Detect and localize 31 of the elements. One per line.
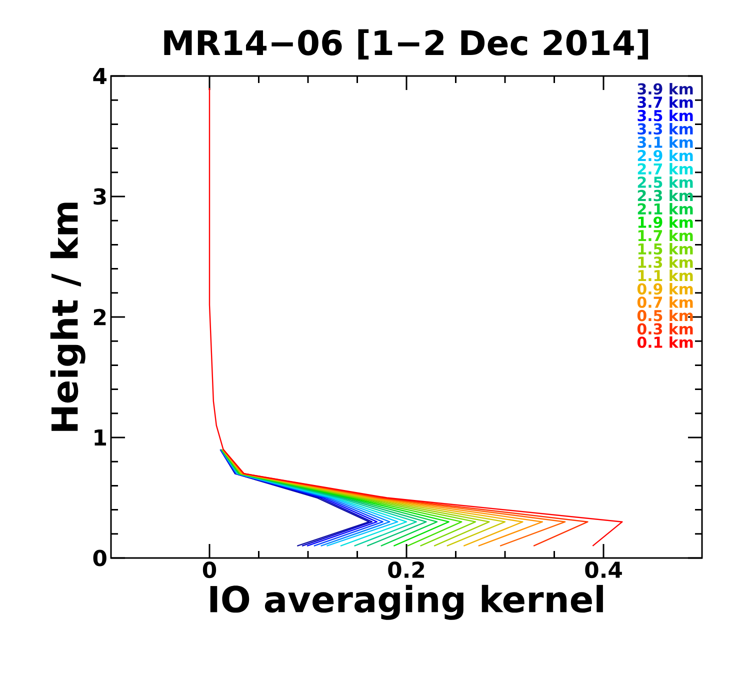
chart-title: MR14−06 [1−2 Dec 2014] bbox=[164, 29, 648, 60]
text: 2.5 km bbox=[638, 176, 693, 188]
y-axis-title: Height / km bbox=[50, 202, 86, 431]
text: 0.1 km bbox=[637, 336, 693, 348]
text: 2.9 km bbox=[638, 150, 693, 162]
y-tick-label: 2 bbox=[94, 308, 106, 326]
text: 3.3 km bbox=[638, 123, 693, 135]
text: 1.3 km bbox=[638, 256, 693, 268]
text: 2.1 km bbox=[638, 203, 693, 214]
text: 2.3 km bbox=[638, 190, 693, 202]
text: 3.7 km bbox=[638, 96, 693, 108]
x-tick-label: 0.4 bbox=[585, 562, 622, 578]
text: 1.1 km bbox=[638, 270, 693, 282]
x-tick-label: 0 bbox=[202, 562, 216, 578]
text: 1.5 km bbox=[638, 243, 693, 255]
text: 3.5 km bbox=[638, 110, 693, 122]
text: 3.9 km bbox=[638, 83, 693, 95]
text: 3.1 km bbox=[638, 136, 693, 148]
y-tick-label: 3 bbox=[94, 188, 106, 205]
x-axis-title: IO averaging kernel bbox=[210, 584, 603, 620]
text: 1.9 km bbox=[638, 216, 693, 228]
x-tick-label: 0.2 bbox=[388, 562, 424, 578]
y-tick-label: 4 bbox=[93, 68, 106, 84]
y-tick-label: 1 bbox=[94, 430, 106, 446]
text: 2.7 km bbox=[638, 163, 693, 174]
text: 0.7 km bbox=[637, 296, 693, 308]
y-tick-label: 0 bbox=[93, 550, 106, 566]
text: 0.9 km bbox=[637, 283, 693, 295]
text: 1.7 km bbox=[638, 230, 693, 242]
text: 0.5 km bbox=[637, 310, 693, 322]
text: 0.3 km bbox=[637, 323, 693, 335]
